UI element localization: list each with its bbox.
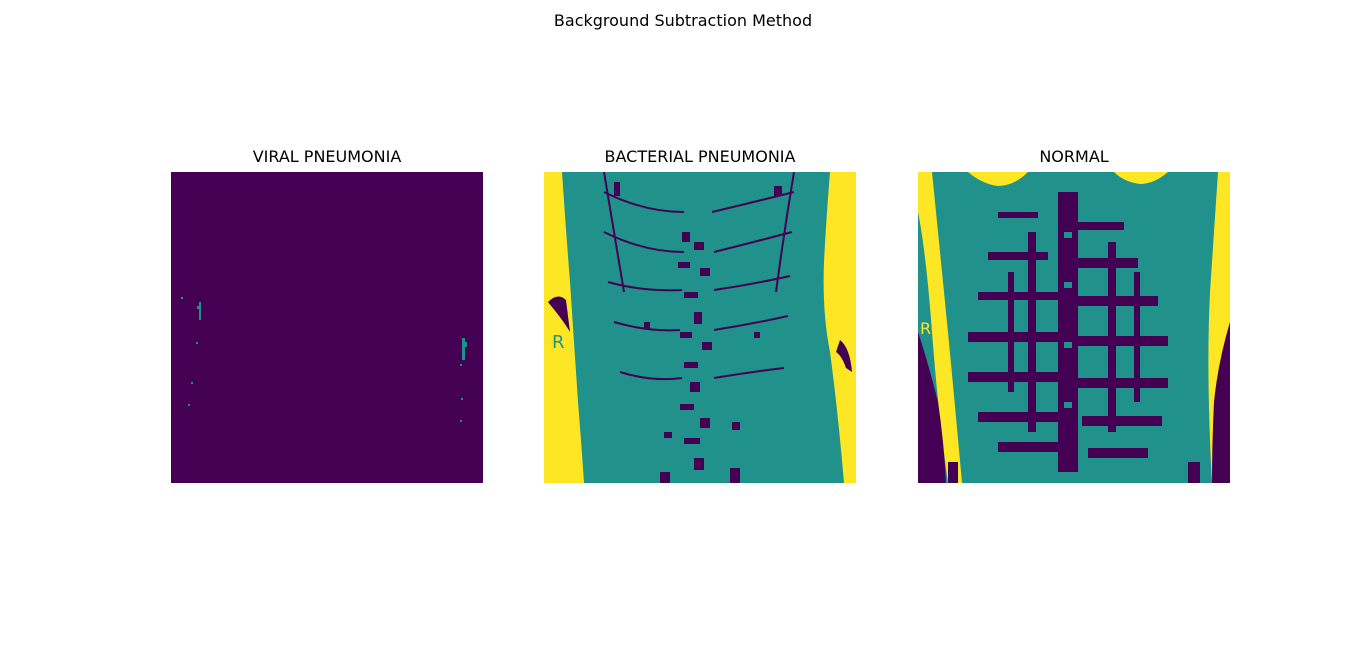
panel-title-normal: NORMAL [1039, 147, 1109, 166]
bacterial-mask-image: R [544, 172, 856, 483]
panel-image-normal: R [918, 172, 1230, 483]
panel-image-bacterial: R [544, 172, 856, 483]
viral-mask-image [171, 172, 483, 483]
normal-marker-letter: R [920, 319, 931, 338]
figure-title: Background Subtraction Method [553, 11, 813, 30]
normal-mask-image: R [918, 172, 1230, 483]
panel-title-viral: VIRAL PNEUMONIA [252, 147, 402, 166]
panel-title-bacterial: BACTERIAL PNEUMONIA [604, 147, 796, 166]
bacterial-marker-letter: R [552, 332, 565, 353]
panel-image-viral [171, 172, 483, 483]
